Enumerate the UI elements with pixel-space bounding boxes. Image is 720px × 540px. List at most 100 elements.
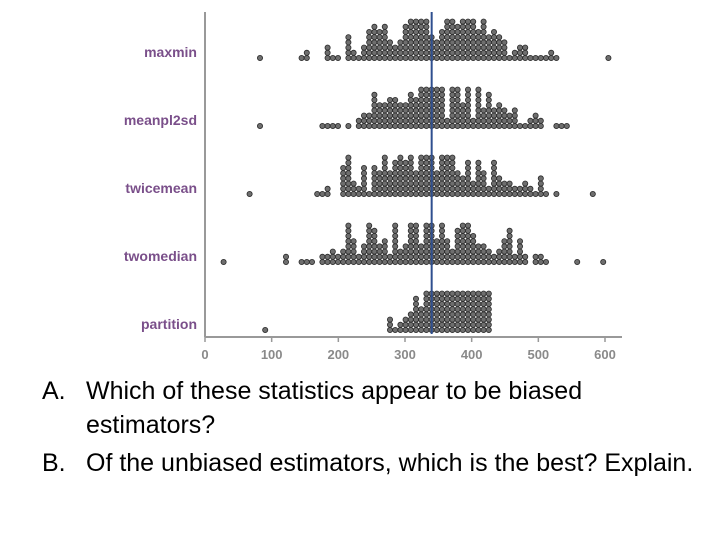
data-point-twicemean [376, 175, 383, 182]
data-point-twicemean [360, 185, 367, 192]
data-point-twomedian [407, 238, 414, 245]
data-point-meanpl2sd [407, 117, 414, 124]
data-point-twomedian [412, 248, 419, 255]
data-point-twicemean [475, 185, 482, 192]
data-point-meanpl2sd [444, 123, 451, 130]
data-point-maxmin [402, 23, 409, 30]
data-point-twomedian [402, 243, 409, 250]
data-point-meanpl2sd [511, 107, 518, 114]
data-point-twicemean [381, 170, 388, 177]
data-point-meanpl2sd [397, 123, 404, 130]
data-point-maxmin [490, 34, 497, 41]
data-point-twicemean [490, 170, 497, 177]
data-point-maxmin [490, 39, 497, 46]
data-point-twomedian [501, 258, 508, 265]
data-point-meanpl2sd [558, 123, 565, 130]
data-point-twomedian [470, 243, 477, 250]
data-point-partition [412, 311, 419, 318]
data-point-meanpl2sd [532, 123, 539, 130]
data-point-partition [464, 321, 471, 328]
data-point-maxmin [532, 55, 539, 62]
data-point-partition [402, 326, 409, 333]
data-point-partition [444, 316, 451, 323]
data-point-twicemean [397, 154, 404, 161]
data-point-meanpl2sd [449, 97, 456, 104]
data-point-twicemean [543, 190, 550, 197]
question-b-letter: B. [42, 449, 66, 477]
data-point-twicemean [340, 180, 347, 187]
data-point-meanpl2sd [381, 107, 388, 114]
data-point-twicemean [496, 175, 503, 182]
data-point-maxmin [412, 44, 419, 51]
data-point-twomedian [345, 232, 352, 239]
data-point-twomedian [459, 248, 466, 255]
data-point-partition [449, 300, 456, 307]
data-point-twicemean [376, 190, 383, 197]
data-point-twicemean [381, 154, 388, 161]
data-point-maxmin [485, 49, 492, 56]
data-point-maxmin [475, 49, 482, 56]
data-point-meanpl2sd [412, 107, 419, 114]
data-point-meanpl2sd [490, 112, 497, 119]
data-point-maxmin [517, 44, 524, 51]
data-point-meanpl2sd [366, 112, 373, 119]
data-point-twicemean [360, 164, 367, 171]
data-point-twicemean [386, 185, 393, 192]
data-point-twicemean [314, 190, 321, 197]
data-point-twomedian [459, 253, 466, 260]
data-point-meanpl2sd [319, 123, 326, 130]
data-point-maxmin [360, 44, 367, 51]
data-point-maxmin [423, 23, 430, 30]
data-point-meanpl2sd [345, 123, 352, 130]
question-b-text: Of the unbiased estimators, which is the… [86, 449, 694, 477]
data-point-twicemean [386, 170, 393, 177]
data-point-maxmin [366, 28, 373, 35]
data-point-twomedian [490, 253, 497, 260]
data-point-twomedian [480, 243, 487, 250]
data-point-meanpl2sd [522, 123, 529, 130]
data-point-twomedian [334, 253, 341, 260]
data-point-twicemean [386, 190, 393, 197]
data-point-meanpl2sd [418, 117, 425, 124]
data-point-partition [433, 306, 440, 313]
data-point-twomedian [433, 253, 440, 260]
data-point-maxmin [418, 34, 425, 41]
data-point-twicemean [392, 180, 399, 187]
data-point-partition [444, 290, 451, 297]
data-point-meanpl2sd [397, 112, 404, 119]
data-point-meanpl2sd [438, 86, 445, 93]
data-point-meanpl2sd [360, 123, 367, 130]
data-point-maxmin [548, 55, 555, 62]
data-point-twicemean [444, 190, 451, 197]
data-point-maxmin [496, 34, 503, 41]
data-point-twicemean [350, 190, 357, 197]
data-point-partition [386, 321, 393, 328]
data-point-maxmin [366, 49, 373, 56]
data-point-meanpl2sd [438, 112, 445, 119]
data-point-partition [470, 306, 477, 313]
data-point-twomedian [537, 253, 544, 260]
data-point-twomedian [376, 258, 383, 265]
data-point-twomedian [475, 248, 482, 255]
question-a-text: Which of these statistics appear to be b… [86, 377, 583, 439]
data-point-maxmin [522, 49, 529, 56]
data-point-twomedian [449, 248, 456, 255]
data-point-twicemean [402, 159, 409, 166]
data-point-partition [464, 295, 471, 302]
data-point-maxmin [418, 23, 425, 30]
data-point-twomedian [386, 253, 393, 260]
data-point-meanpl2sd [376, 112, 383, 119]
data-point-twomedian [475, 243, 482, 250]
data-point-meanpl2sd [485, 123, 492, 130]
data-point-partition [464, 311, 471, 318]
data-point-twicemean [371, 190, 378, 197]
data-point-twomedian [464, 232, 471, 239]
data-point-maxmin [412, 23, 419, 30]
data-point-meanpl2sd [506, 123, 513, 130]
data-point-maxmin [303, 49, 310, 56]
data-point-meanpl2sd [563, 123, 570, 130]
data-point-twomedian [392, 248, 399, 255]
data-point-twicemean [407, 159, 414, 166]
data-point-partition [449, 326, 456, 333]
question-b: B. Of the unbiased estimators, which is … [42, 446, 702, 480]
